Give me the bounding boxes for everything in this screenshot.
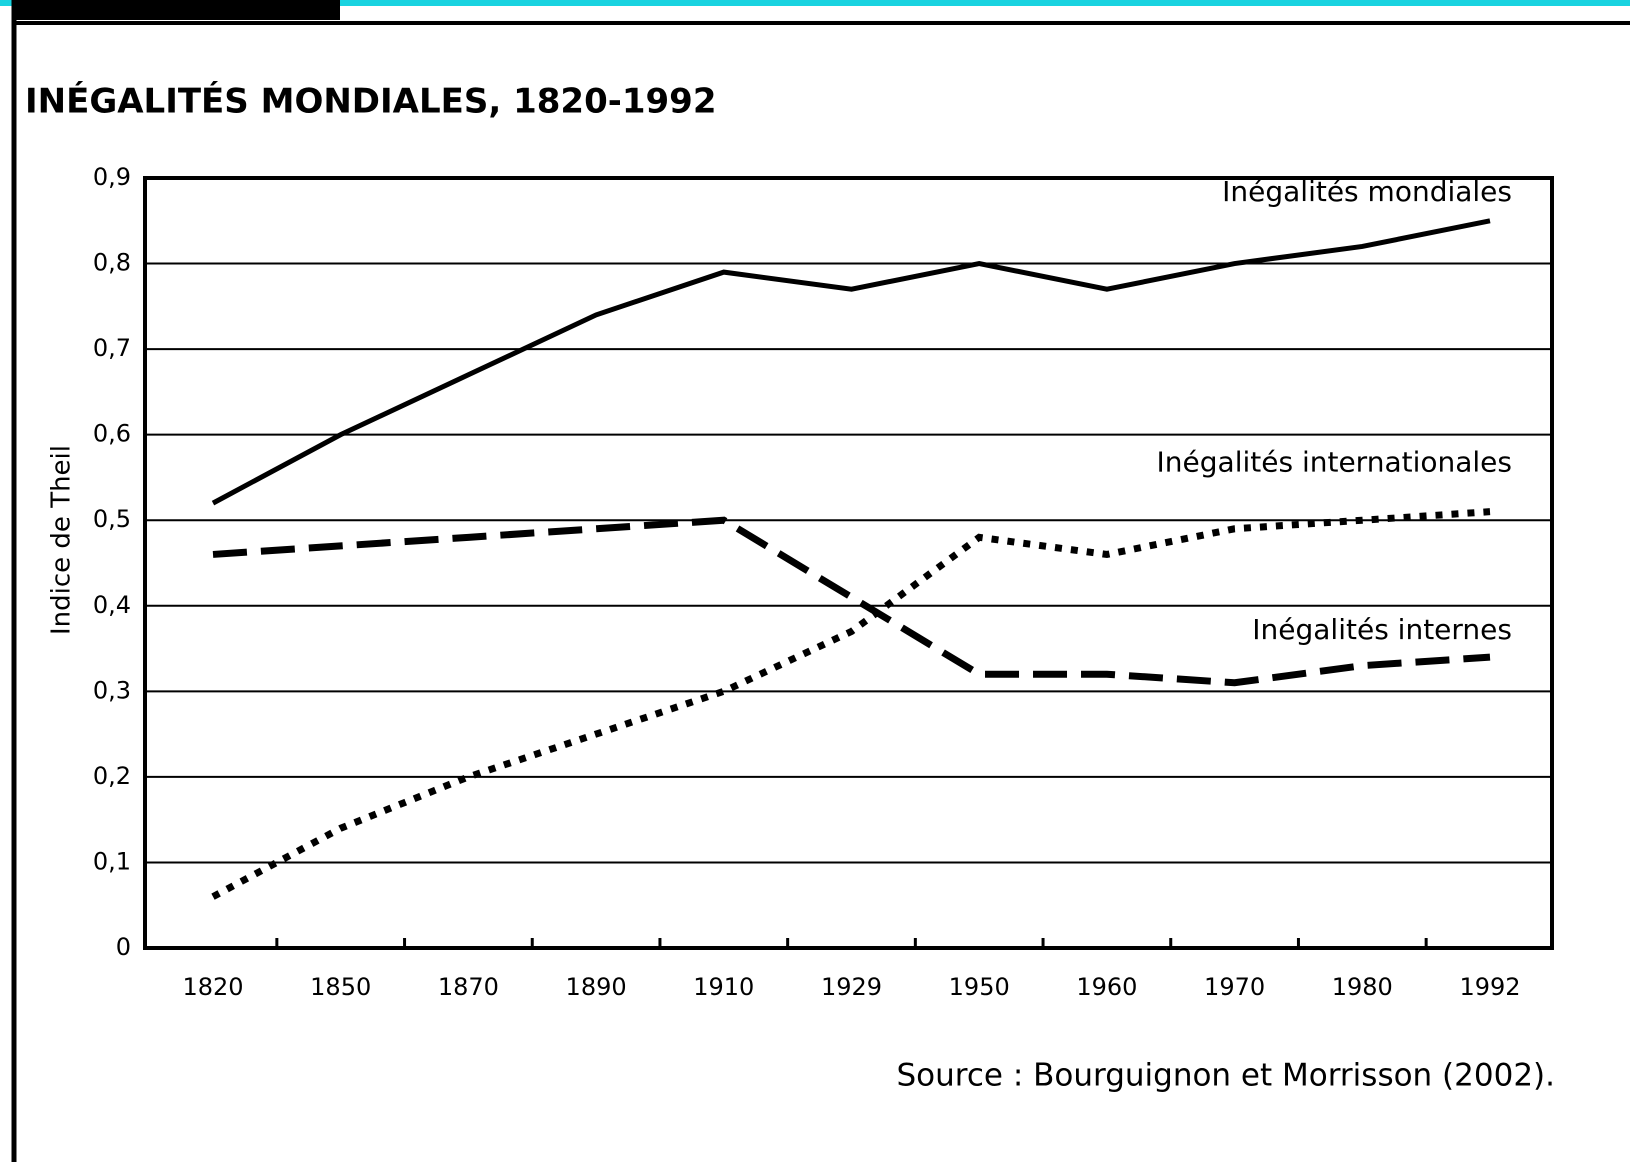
chart-title: INÉGALITÉS MONDIALES, 1820-1992 xyxy=(25,81,717,122)
x-tick-label: 1890 xyxy=(566,973,627,1001)
x-tick-label: 1850 xyxy=(310,973,371,1001)
x-tick-label: 1910 xyxy=(693,973,754,1001)
x-tick-label: 1960 xyxy=(1076,973,1137,1001)
series-line xyxy=(211,218,1491,506)
y-tick-label: 0,5 xyxy=(93,505,131,533)
x-tick-label: 1980 xyxy=(1332,973,1393,1001)
x-tick-label: 1950 xyxy=(949,973,1010,1001)
y-tick-label: 0,9 xyxy=(93,163,131,191)
y-tick-label: 0,1 xyxy=(93,847,131,875)
y-tick-label: 0 xyxy=(116,933,131,961)
series-label: Inégalités internationales xyxy=(1157,446,1512,479)
y-tick-label: 0,3 xyxy=(93,676,131,704)
x-tick-label: 1820 xyxy=(182,973,243,1001)
x-tick-label: 1870 xyxy=(438,973,499,1001)
y-axis-label: Indice de Theil xyxy=(47,445,77,635)
x-tick-label: 1929 xyxy=(821,973,882,1001)
y-tick-label: 0,8 xyxy=(93,249,131,277)
header-tab xyxy=(14,0,340,20)
y-tick-label: 0,7 xyxy=(93,334,131,362)
y-tick-label: 0,4 xyxy=(93,591,131,619)
source-note: Source : Bourguignon et Morrisson (2002)… xyxy=(897,1058,1556,1094)
series-line xyxy=(211,508,1491,900)
y-tick-label: 0,6 xyxy=(93,420,131,448)
series-label: Inégalités internes xyxy=(1252,613,1512,646)
plot-frame xyxy=(143,176,1554,950)
top-bar xyxy=(0,0,1630,6)
series-line xyxy=(212,516,1491,687)
series-label: Inégalités mondiales xyxy=(1222,175,1512,208)
x-tick-label: 1992 xyxy=(1459,973,1520,1001)
x-tick-label: 1970 xyxy=(1204,973,1265,1001)
y-tick-label: 0,2 xyxy=(93,762,131,790)
